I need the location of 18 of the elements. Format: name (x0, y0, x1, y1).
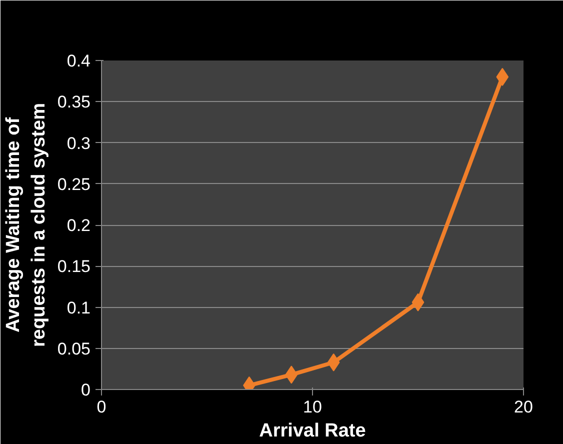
y-tick-label: 0.2 (66, 216, 91, 235)
y-tick-label: 0.05 (57, 339, 91, 358)
point (285, 366, 298, 384)
point (412, 293, 424, 312)
x-axis-title: Arrival Rate (259, 420, 366, 442)
y-tick-label: 0.4 (66, 52, 91, 70)
y-tick-label: 0.25 (57, 174, 91, 194)
y-axis-title: Average Waiting time of requests in a cloud system (3, 103, 50, 347)
x-tick-label: 20 (514, 398, 533, 416)
point (496, 68, 509, 86)
y-tick-label: 0 (81, 380, 91, 400)
x-tick-label: 0 (96, 398, 106, 416)
y-tick-label: 0.15 (57, 257, 91, 276)
point (327, 353, 340, 372)
y-tick-label: 0.3 (66, 134, 91, 153)
y-tick-label: 0.1 (66, 298, 91, 318)
x-tick-label: 10 (303, 398, 322, 416)
y-tick-label: 0.35 (57, 92, 91, 112)
